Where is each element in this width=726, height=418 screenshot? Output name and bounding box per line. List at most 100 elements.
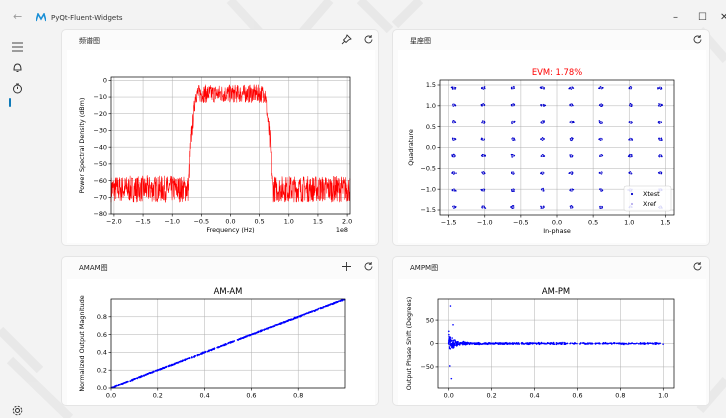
data-point (315, 309, 317, 311)
card-title: AMPM图 (410, 264, 439, 272)
minimize-button[interactable]: – (673, 12, 678, 23)
data-point (484, 87, 486, 90)
x-tick-label: 1.0 (658, 392, 668, 400)
reference-point (512, 172, 514, 174)
reference-point (600, 87, 602, 89)
y-tick-label: 0 (103, 77, 107, 85)
y-tick-label: 0.0 (97, 384, 107, 392)
y-tick-label: −70 (94, 193, 108, 201)
data-point (657, 87, 659, 90)
reference-point (570, 121, 573, 123)
refresh-icon[interactable] (692, 261, 703, 272)
data-point (171, 363, 173, 366)
data-point (188, 357, 191, 360)
nav-selection-indicator (9, 98, 11, 107)
data-point (480, 188, 482, 191)
data-point (488, 342, 490, 344)
add-icon[interactable] (341, 261, 352, 272)
data-point (535, 342, 537, 345)
reference-point (570, 189, 573, 191)
data-point (550, 342, 553, 344)
reference-point (541, 104, 544, 106)
data-point (598, 172, 601, 174)
data-point (549, 342, 552, 345)
data-point (453, 345, 455, 347)
data-point (481, 343, 483, 345)
data-point (145, 373, 147, 376)
card-title: AMAM图 (79, 264, 108, 272)
spectrum-card: 频谱图 −2.0 −1.5 −1.0 −0.5 0.0 0.5 1.0 1.5 2.0 0 −10−… (61, 29, 379, 246)
data-point (270, 326, 273, 328)
reference-point (541, 138, 544, 140)
reference-point (482, 121, 485, 123)
data-point (155, 369, 157, 372)
data-point (254, 332, 256, 335)
data-point (451, 339, 453, 342)
reference-point (600, 104, 602, 106)
close-button[interactable]: ✕ (720, 12, 726, 23)
data-point (498, 342, 501, 344)
data-point (448, 337, 451, 340)
data-point (459, 342, 461, 344)
data-point (540, 104, 542, 106)
x-tick-label: −1.5 (441, 219, 457, 227)
amam-plot-area: 0.0 0.2 0.4 0.6 0.8 0.8 0.6 0.4 0.2 0.0 Normalized… (67, 279, 375, 405)
data-point (452, 323, 454, 326)
reference-point (629, 138, 632, 140)
data-point (594, 343, 597, 345)
data-point (590, 342, 593, 345)
data-point (564, 342, 566, 344)
data-point (131, 379, 134, 381)
data-point (267, 328, 269, 330)
reference-point (482, 172, 485, 174)
reference-point (629, 87, 632, 89)
pin-icon[interactable] (341, 34, 352, 45)
legend-box (623, 185, 672, 212)
data-point (129, 380, 132, 383)
data-point (229, 341, 231, 343)
y-tick-label: −10 (94, 93, 108, 101)
data-point (294, 317, 296, 319)
data-point (301, 314, 304, 316)
menu-icon[interactable] (12, 42, 23, 52)
data-point (454, 88, 456, 90)
refresh-icon[interactable] (363, 261, 374, 272)
data-point (448, 335, 450, 338)
data-point (456, 341, 459, 343)
refresh-icon[interactable] (363, 34, 374, 45)
reference-point (629, 172, 632, 174)
data-point (472, 342, 475, 344)
maximize-button[interactable]: ☐ (698, 12, 707, 23)
data-point (613, 342, 616, 344)
data-point (543, 87, 546, 89)
plot-frame (110, 76, 351, 215)
data-point (454, 104, 457, 107)
reference-point (512, 138, 514, 140)
data-point (173, 363, 175, 365)
data-point (627, 155, 630, 157)
refresh-icon[interactable] (692, 34, 703, 45)
data-point (276, 323, 279, 326)
x-tick-label: 0.0 (225, 218, 235, 226)
reference-point (570, 104, 573, 106)
data-point (638, 343, 640, 345)
reference-point (452, 206, 455, 208)
data-point (655, 342, 657, 344)
data-point (451, 189, 454, 192)
bell-icon[interactable] (12, 62, 23, 73)
navigation-sidebar (0, 30, 36, 418)
amam-card: AMAM图 0.0 0.2 0.4 0.6 0.8 0.8 0.6 0.4 0.2 0.0 Norm… (61, 256, 379, 406)
data-point (458, 343, 461, 346)
data-point (501, 342, 503, 345)
timer-icon[interactable] (12, 83, 23, 94)
x-tick-label: 0.6 (572, 392, 582, 400)
data-point (483, 342, 486, 345)
x-tick-label: 0.8 (293, 392, 303, 400)
settings-icon[interactable] (12, 405, 23, 416)
reference-point (659, 121, 662, 123)
data-point (598, 120, 601, 122)
x-tick-label: −0.5 (194, 218, 210, 226)
data-point (542, 172, 545, 174)
back-arrow-icon[interactable]: ← (13, 10, 23, 23)
y-tick-label: −50 (94, 160, 108, 168)
